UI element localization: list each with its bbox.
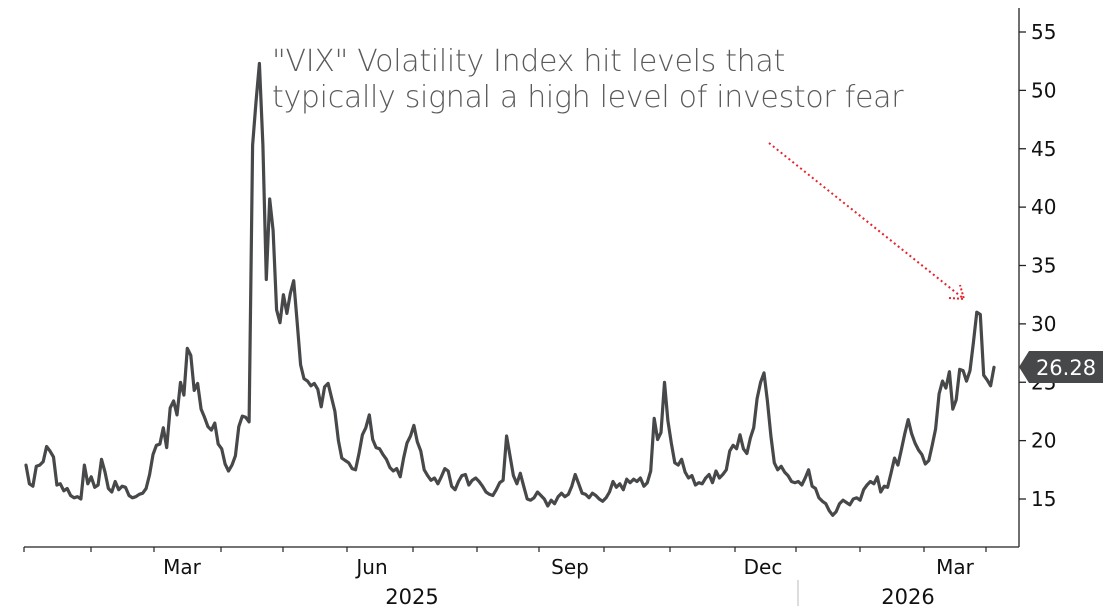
chart-annotation: "VIX" Volatility Index hit levels that t… (272, 44, 972, 116)
axes (24, 8, 1020, 606)
x-month-label: Jun (354, 555, 387, 579)
series-line-vix (24, 61, 996, 517)
y-tick-label: 40 (1031, 195, 1056, 219)
x-year-label: 2025 (385, 585, 438, 606)
last-value-text: 26.28 (1036, 356, 1096, 380)
y-tick-label: 30 (1031, 312, 1056, 336)
y-axis-ticks: 152025303540455055 (1019, 20, 1056, 511)
x-month-label: Sep (551, 555, 589, 579)
x-axis-year-labels: 2025 2026 (385, 585, 934, 606)
annotation-line-1: "VIX" Volatility Index hit levels that (272, 44, 785, 79)
annotation-arrow-shaft (768, 142, 965, 300)
last-value-badge: 26.28 (1019, 351, 1103, 383)
last-value-badge-shape (1019, 351, 1103, 383)
annotation-line-2: typically signal a high level of investo… (272, 80, 904, 115)
x-axis-month-labels: Mar Jun Sep Dec Mar (163, 555, 975, 579)
x-month-label: Dec (744, 555, 783, 579)
x-month-label: Mar (163, 555, 202, 579)
x-month-label: Mar (936, 555, 975, 579)
y-tick-label: 45 (1031, 137, 1056, 161)
y-tick-label: 55 (1031, 20, 1056, 44)
x-year-label: 2026 (881, 585, 934, 606)
x-axis-ticks (23, 547, 987, 552)
annotation-arrow (768, 142, 966, 301)
y-tick-label: 50 (1031, 78, 1056, 102)
y-tick-label: 15 (1031, 487, 1056, 511)
y-tick-label: 35 (1031, 254, 1056, 278)
annotation-arrow-head (948, 284, 966, 301)
y-tick-label: 20 (1031, 429, 1056, 453)
